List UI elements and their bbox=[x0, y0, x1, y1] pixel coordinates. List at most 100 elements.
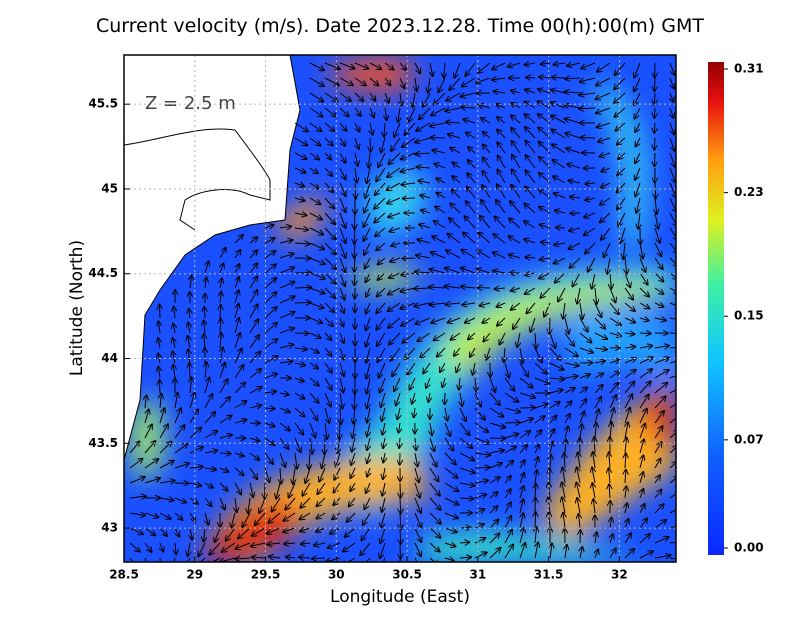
arrow bbox=[474, 524, 484, 528]
arrow bbox=[474, 494, 486, 498]
arrow bbox=[432, 150, 446, 153]
arrow bbox=[382, 422, 385, 435]
arrow bbox=[367, 422, 370, 436]
arrow bbox=[219, 363, 225, 379]
arrow bbox=[189, 393, 195, 409]
arrow bbox=[400, 302, 416, 309]
arrow bbox=[466, 201, 476, 214]
arrow bbox=[432, 236, 446, 244]
arrow bbox=[551, 90, 566, 93]
arrow bbox=[381, 392, 386, 407]
arrow bbox=[474, 422, 488, 432]
arrow bbox=[565, 119, 581, 124]
arrow bbox=[482, 185, 491, 199]
arrow bbox=[669, 152, 675, 167]
arrow bbox=[600, 212, 611, 222]
arrow bbox=[426, 377, 430, 388]
arrow bbox=[220, 292, 221, 304]
arrow bbox=[285, 497, 296, 510]
arrow bbox=[309, 122, 321, 131]
arrow bbox=[511, 288, 521, 291]
arrow bbox=[524, 221, 536, 229]
arrow bbox=[309, 182, 319, 189]
arrow bbox=[579, 399, 586, 409]
arrow bbox=[324, 137, 333, 146]
arrow bbox=[219, 248, 226, 259]
arrow bbox=[554, 193, 566, 199]
arrow bbox=[562, 482, 565, 499]
arrow bbox=[610, 422, 612, 439]
arrow bbox=[639, 287, 649, 297]
arrow bbox=[579, 411, 584, 424]
arrow bbox=[376, 302, 386, 313]
arrow bbox=[511, 302, 521, 310]
arrow bbox=[511, 185, 521, 199]
arrow bbox=[624, 347, 635, 348]
arrow bbox=[534, 377, 549, 384]
arrow bbox=[639, 346, 652, 348]
arrow bbox=[309, 422, 315, 437]
arrow bbox=[654, 411, 664, 424]
arrow bbox=[454, 62, 461, 78]
arrow bbox=[525, 187, 536, 199]
arrow bbox=[639, 518, 647, 529]
arrow bbox=[594, 437, 595, 454]
arrow bbox=[390, 258, 401, 262]
arrow bbox=[592, 272, 595, 289]
arrow bbox=[669, 509, 676, 514]
arrow bbox=[519, 543, 525, 559]
y-tick-label: 45.5 bbox=[88, 97, 118, 111]
arrow bbox=[361, 527, 371, 540]
arrow bbox=[584, 227, 596, 235]
arrow bbox=[279, 312, 294, 319]
arrow bbox=[293, 467, 295, 484]
arrow bbox=[430, 422, 432, 435]
arrow bbox=[294, 243, 309, 244]
arrow bbox=[316, 528, 326, 532]
arrow bbox=[378, 272, 386, 280]
arrow bbox=[414, 407, 415, 417]
arrow bbox=[474, 538, 485, 544]
arrow bbox=[669, 541, 676, 544]
arrow bbox=[428, 77, 430, 92]
arrow bbox=[640, 472, 643, 484]
arrow bbox=[539, 272, 551, 279]
arrow bbox=[204, 431, 217, 439]
arrow bbox=[264, 323, 277, 334]
arrow bbox=[444, 512, 458, 518]
arrow bbox=[220, 319, 221, 334]
arrow bbox=[524, 102, 536, 109]
arrow bbox=[550, 543, 552, 559]
arrow bbox=[634, 107, 641, 119]
arrow bbox=[374, 197, 386, 209]
arrow bbox=[279, 267, 294, 274]
arrow bbox=[556, 227, 566, 228]
arrow bbox=[280, 467, 281, 484]
arrow bbox=[639, 381, 651, 394]
arrow bbox=[444, 452, 456, 465]
arrow bbox=[328, 542, 341, 548]
arrow bbox=[504, 362, 509, 378]
arrow bbox=[448, 317, 461, 323]
arrow bbox=[497, 317, 506, 326]
arrow bbox=[504, 434, 518, 439]
arrow bbox=[309, 197, 320, 204]
arrow bbox=[159, 408, 164, 424]
arrow bbox=[669, 137, 675, 151]
arrow bbox=[483, 157, 491, 169]
arrow bbox=[159, 512, 171, 519]
arrow bbox=[354, 107, 361, 116]
arrow bbox=[639, 409, 647, 424]
arrow bbox=[476, 77, 491, 83]
arrow bbox=[204, 320, 205, 334]
arrow bbox=[389, 272, 401, 278]
arrow bbox=[390, 347, 401, 361]
arrow bbox=[264, 307, 277, 319]
arrow bbox=[429, 527, 440, 538]
arrow bbox=[352, 437, 355, 452]
arrow bbox=[669, 430, 676, 439]
arrow bbox=[300, 528, 311, 531]
arrow bbox=[339, 347, 344, 360]
arrow bbox=[538, 101, 551, 109]
arrow bbox=[615, 107, 626, 117]
